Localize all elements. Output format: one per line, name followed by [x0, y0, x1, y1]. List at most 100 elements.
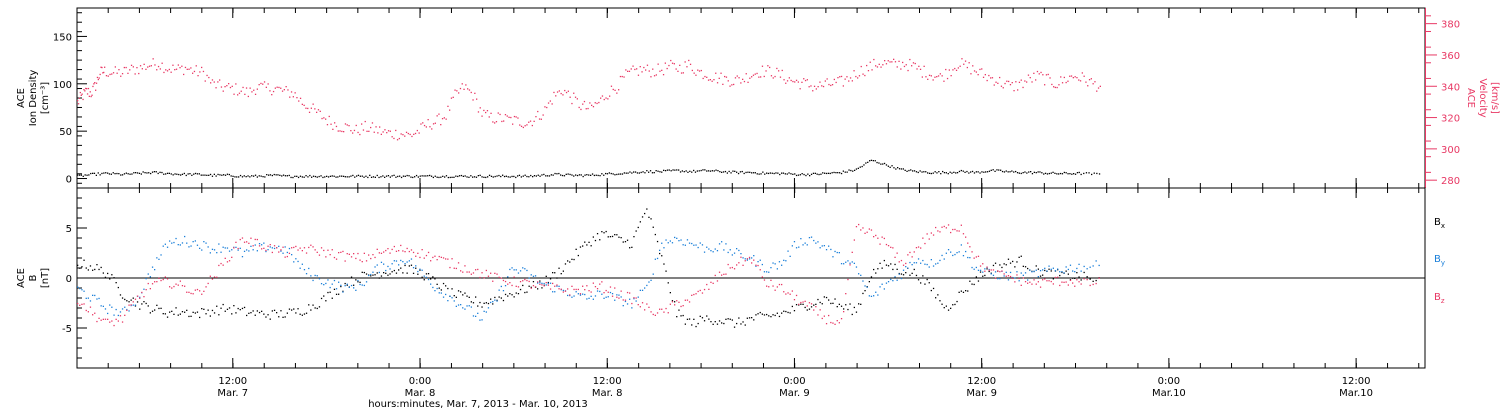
ion-density-point: [408, 175, 410, 177]
b-bx-point: [96, 264, 98, 266]
b-by-point: [646, 284, 648, 287]
b-bx-point: [1061, 271, 1063, 274]
ion-density-point: [425, 175, 427, 177]
ion-density-point: [756, 173, 758, 175]
ion-density-point: [932, 172, 934, 174]
velocity-point: [271, 94, 273, 96]
b-bz-point: [654, 314, 656, 316]
b-bz-point: [870, 229, 873, 231]
ion-density-point: [878, 162, 880, 164]
velocity-point: [625, 69, 627, 71]
velocity-point: [786, 80, 789, 82]
ion-density-point: [973, 172, 976, 174]
ion-density-point: [204, 174, 206, 176]
b-by-point: [265, 250, 267, 253]
b-bz-point: [873, 236, 875, 238]
b-bx-point: [117, 286, 119, 289]
b-by-point: [575, 291, 577, 293]
b-bx-point: [248, 312, 250, 314]
b-bz-point: [415, 255, 417, 257]
ion-density-point: [271, 174, 273, 177]
b-bx-point: [312, 304, 314, 306]
b-by-point: [629, 298, 631, 300]
ion-density-point: [1046, 173, 1049, 175]
ion-density-point: [887, 165, 889, 167]
velocity-point: [662, 74, 665, 76]
velocity-point: [576, 98, 578, 100]
ion-density-point: [509, 176, 511, 178]
b-bz-point: [1074, 285, 1076, 287]
b-bz-point: [605, 289, 607, 292]
ion-density-point: [468, 176, 470, 178]
b-bz-point: [716, 280, 719, 282]
velocity-point: [661, 69, 663, 71]
b-bz-point: [472, 272, 475, 274]
ion-density-point: [159, 171, 161, 173]
b-bz-point: [560, 288, 562, 290]
b-bz-point: [104, 318, 107, 320]
ion-density-point: [927, 172, 929, 174]
ion-density-point: [1037, 171, 1039, 173]
velocity-point: [544, 106, 546, 108]
velocity-point: [170, 71, 172, 73]
velocity-point: [524, 125, 526, 127]
b-bx-point: [282, 316, 284, 318]
b-bx-point: [1083, 271, 1085, 274]
velocity-point: [1035, 79, 1037, 81]
ion-density-point: [672, 169, 674, 171]
ion-density-point: [621, 173, 624, 175]
b-bz-point: [840, 318, 843, 320]
b-by-point: [746, 259, 748, 261]
velocity-point: [127, 72, 129, 74]
b-by-point: [537, 282, 539, 284]
b-bx-point: [1089, 278, 1091, 280]
ion-density-point: [627, 172, 629, 174]
ion-density-point: [105, 172, 107, 174]
b-bz-point: [637, 304, 639, 306]
ion-density-point: [178, 173, 180, 176]
velocity-point: [1097, 87, 1100, 89]
b-by-point: [447, 300, 449, 302]
velocity-point: [585, 108, 587, 110]
b-bx-point: [845, 304, 847, 306]
velocity-point: [706, 76, 708, 78]
ion-density-point: [1035, 172, 1037, 174]
velocity-point: [449, 109, 451, 111]
b-bx-point: [770, 316, 772, 318]
velocity-point: [495, 121, 498, 123]
b-bx-point: [136, 301, 139, 303]
b-bx-point: [323, 295, 325, 297]
velocity-point: [968, 62, 970, 64]
b-bz-point: [363, 252, 365, 254]
b-bx-point: [288, 308, 291, 310]
b-bz-point: [830, 321, 832, 324]
velocity-point: [456, 90, 458, 92]
velocity-point: [986, 79, 988, 82]
ion-density-point: [384, 176, 386, 178]
b-by-point: [248, 250, 250, 252]
b-by-point: [320, 283, 323, 285]
b-bx-point: [119, 294, 122, 296]
ion-density-point: [475, 176, 478, 178]
velocity-point: [274, 87, 276, 89]
b-by-point: [171, 242, 173, 244]
b-by-point: [556, 285, 558, 287]
ion-density-point: [898, 168, 901, 170]
velocity-point: [925, 76, 927, 78]
b-by-point: [654, 258, 656, 260]
b-by-point: [1007, 279, 1010, 281]
velocity-point: [481, 115, 483, 117]
b-by-point: [712, 251, 714, 253]
ion-density-point: [249, 176, 251, 178]
b-bz-point: [684, 299, 686, 301]
b-by-point: [669, 240, 671, 242]
ion-density-point: [953, 171, 955, 173]
velocity-point: [743, 80, 746, 83]
velocity-point: [1087, 85, 1089, 87]
b-bz-point: [562, 291, 564, 293]
b-bx-point: [971, 283, 973, 285]
ion-density-point: [1085, 172, 1088, 174]
b-bx-point: [1044, 269, 1046, 272]
b-by-point: [186, 242, 188, 244]
b-bz-point: [697, 290, 699, 293]
